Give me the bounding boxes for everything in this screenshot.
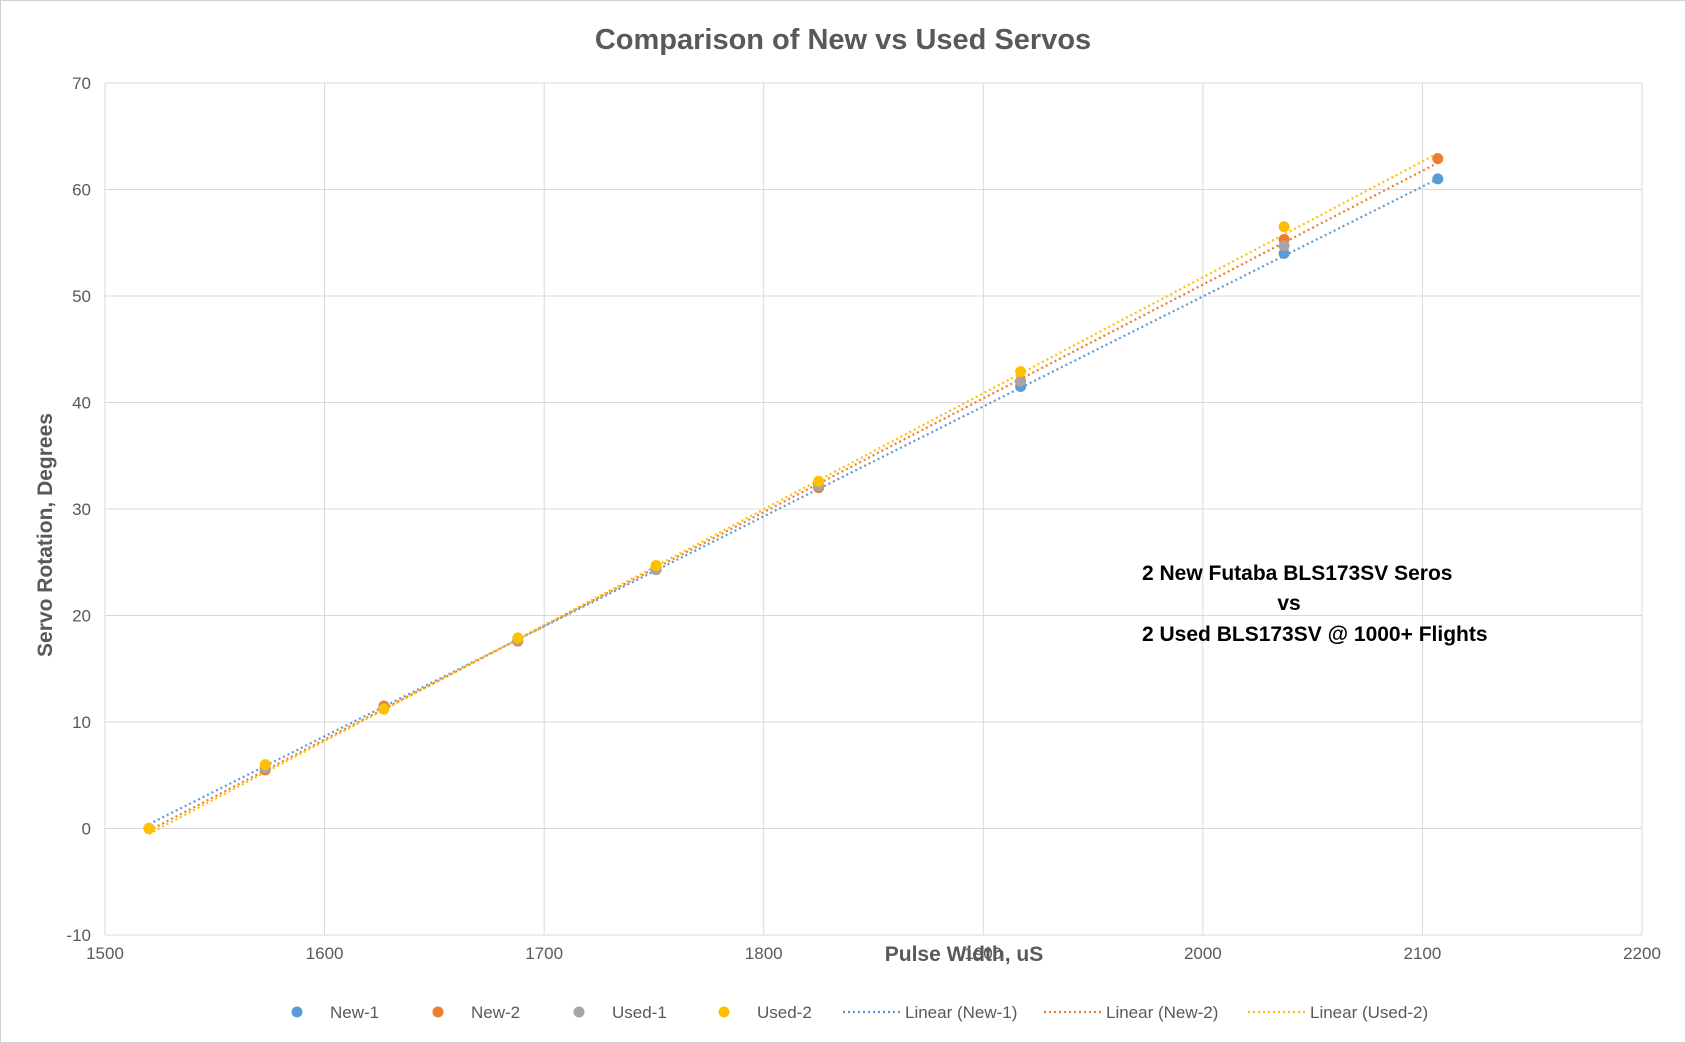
x-tick-label: 1700: [525, 944, 563, 963]
point-used-2: [378, 703, 390, 715]
point-used-1: [1278, 240, 1290, 252]
x-tick-label: 2000: [1184, 944, 1222, 963]
y-tick-label: -10: [66, 926, 91, 945]
legend-marker: [291, 1006, 303, 1018]
data-points: [143, 153, 1444, 834]
y-tick-label: 0: [82, 820, 91, 839]
annotation-line-2: vs: [1277, 592, 1300, 615]
point-used-2: [1015, 366, 1027, 378]
legend: New-1 New-2 Used-1 Used-2 Linear (New-1) Line…: [291, 1003, 1428, 1022]
y-tick-label: 50: [72, 287, 91, 306]
y-tick-label: 20: [72, 607, 91, 626]
point-new-1: [1432, 173, 1444, 185]
x-tick-label: 1500: [86, 944, 124, 963]
tick-labels: 1500 1600 1700 1800 1900 2000 2100 2200 -10 0 10 20…: [66, 74, 1660, 963]
x-tick-label: 1600: [306, 944, 344, 963]
y-tick-label: 30: [72, 500, 91, 519]
point-used-2: [259, 759, 271, 771]
y-axis-label: Servo Rotation, Degrees: [34, 413, 57, 657]
chart-annotation: 2 New Futaba BLS173SV Seros vs 2 Used BL…: [1142, 562, 1488, 646]
point-used-1: [1015, 375, 1027, 387]
x-tick-label: 2200: [1623, 944, 1661, 963]
trendline-used-2: [148, 152, 1439, 835]
legend-label: New-2: [471, 1003, 520, 1022]
y-tick-label: 40: [72, 394, 91, 413]
annotation-line-1: 2 New Futaba BLS173SV Seros: [1142, 562, 1452, 585]
legend-label: Linear (New-1): [905, 1003, 1017, 1022]
x-tick-label: 1800: [745, 944, 783, 963]
point-used-2: [512, 632, 524, 644]
legend-label: Linear (New-2): [1106, 1003, 1218, 1022]
y-tick-label: 60: [72, 181, 91, 200]
legend-label: Linear (Used-2): [1310, 1003, 1428, 1022]
chart-title: Comparison of New vs Used Servos: [595, 24, 1091, 56]
trendline-new-2: [148, 161, 1439, 832]
y-tick-label: 70: [72, 74, 91, 93]
x-axis-label: Pulse Width, uS: [885, 943, 1043, 966]
annotation-line-3: 2 Used BLS173SV @ 1000+ Flights: [1142, 623, 1488, 646]
legend-label: Used-2: [757, 1003, 812, 1022]
x-tick-label: 1900: [964, 944, 1002, 963]
legend-marker: [573, 1006, 585, 1018]
point-used-2: [813, 475, 825, 487]
legend-label: New-1: [330, 1003, 379, 1022]
point-used-2: [650, 559, 662, 571]
legend-label: Used-1: [612, 1003, 667, 1022]
trendline-new-1: [148, 177, 1439, 826]
point-used-2: [1278, 221, 1290, 233]
legend-marker: [718, 1006, 730, 1018]
point-used-2: [143, 823, 155, 834]
trendlines: [148, 152, 1439, 835]
y-tick-label: 10: [72, 713, 91, 732]
x-tick-label: 2100: [1404, 944, 1442, 963]
point-new-2: [1432, 153, 1444, 165]
legend-marker: [432, 1006, 444, 1018]
gridlines: [104, 82, 1643, 936]
